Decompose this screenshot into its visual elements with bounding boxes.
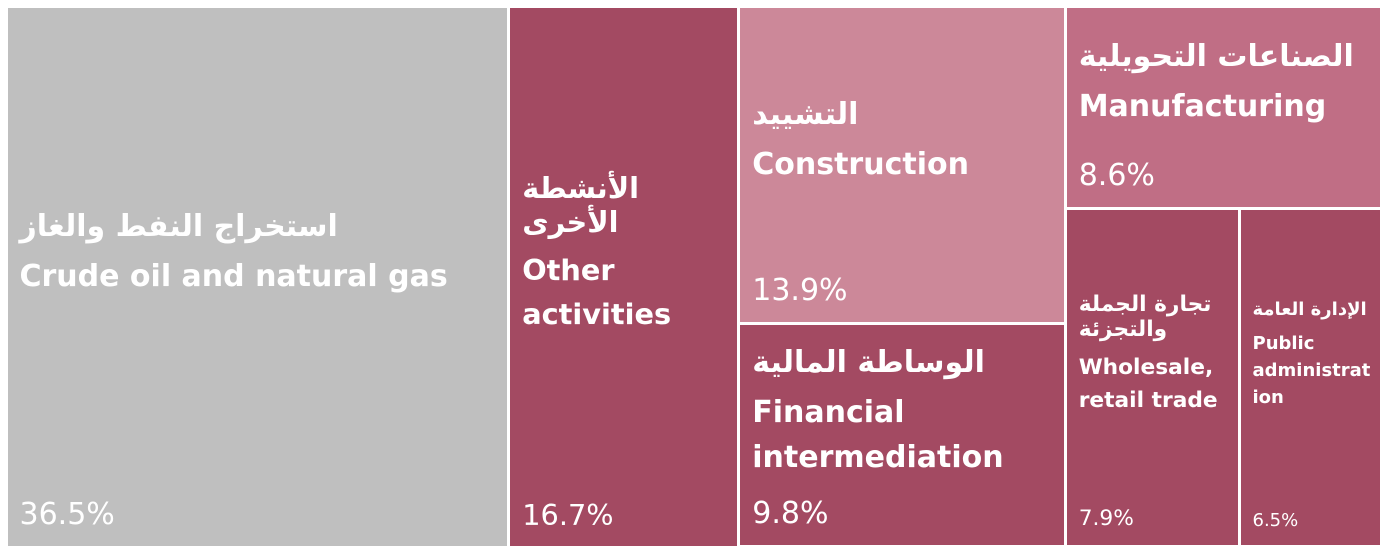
tile-label: التشييد Construction	[752, 8, 1055, 276]
arabic-label: الأنشطة الأخرى	[522, 171, 639, 240]
arabic-label: الوساطة المالية	[752, 344, 985, 380]
arabic-label: التشييد	[752, 96, 859, 132]
tile-label: الصناعات التحويلية Manufacturing	[1079, 8, 1373, 161]
arabic-label: الصناعات التحويلية	[1078, 39, 1354, 75]
tile-label: تجارة الجملة والتجزئة Wholesale, retail t…	[1079, 210, 1230, 500]
tile: الوساطة المالية Financial intermediation 9…	[740, 324, 1064, 546]
tile: استخراج النفط والغاز Crude oil and natura…	[7, 7, 508, 546]
english-label: Financial intermediation	[752, 394, 1004, 475]
value-label: 7.9%	[1078, 506, 1134, 532]
value-label: 9.8%	[752, 496, 829, 532]
tile: التشييد Construction 13.9%	[740, 7, 1064, 322]
tile: الصناعات التحويلية Manufacturing 8.6%	[1066, 7, 1381, 207]
tile-label: الوساطة المالية Financial intermediation	[752, 325, 1055, 500]
arabic-label: استخراج النفط والغاز	[19, 208, 338, 244]
english-label: Other activities	[522, 253, 672, 331]
value-label: 16.7%	[522, 497, 614, 532]
value-label: 13.9%	[752, 272, 848, 308]
english-label: Wholesale, retail trade	[1078, 355, 1218, 413]
english-label: Manufacturing	[1078, 89, 1327, 125]
tile: تجارة الجملة والتجزئة Wholesale, retail t…	[1066, 209, 1238, 546]
english-label: Public administration	[1252, 332, 1371, 408]
tile-label: الإدارة العامة Public administration	[1253, 210, 1373, 500]
tile-label: استخراج النفط والغاز Crude oil and natura…	[20, 8, 500, 500]
value-label: 8.6%	[1078, 157, 1155, 193]
english-label: Crude oil and natural gas	[19, 258, 448, 294]
arabic-label: الإدارة العامة	[1252, 298, 1367, 320]
tile: الأنشطة الأخرى Other activities 16.7%	[510, 7, 738, 546]
value-label: 36.5%	[19, 496, 115, 532]
english-label: Construction	[752, 146, 969, 182]
arabic-label: تجارة الجملة والتجزئة	[1078, 292, 1212, 343]
value-label: 6.5%	[1252, 510, 1299, 532]
tile: الإدارة العامة Public administration 6.5%	[1240, 209, 1381, 546]
tile-label: الأنشطة الأخرى Other activities	[522, 8, 729, 500]
